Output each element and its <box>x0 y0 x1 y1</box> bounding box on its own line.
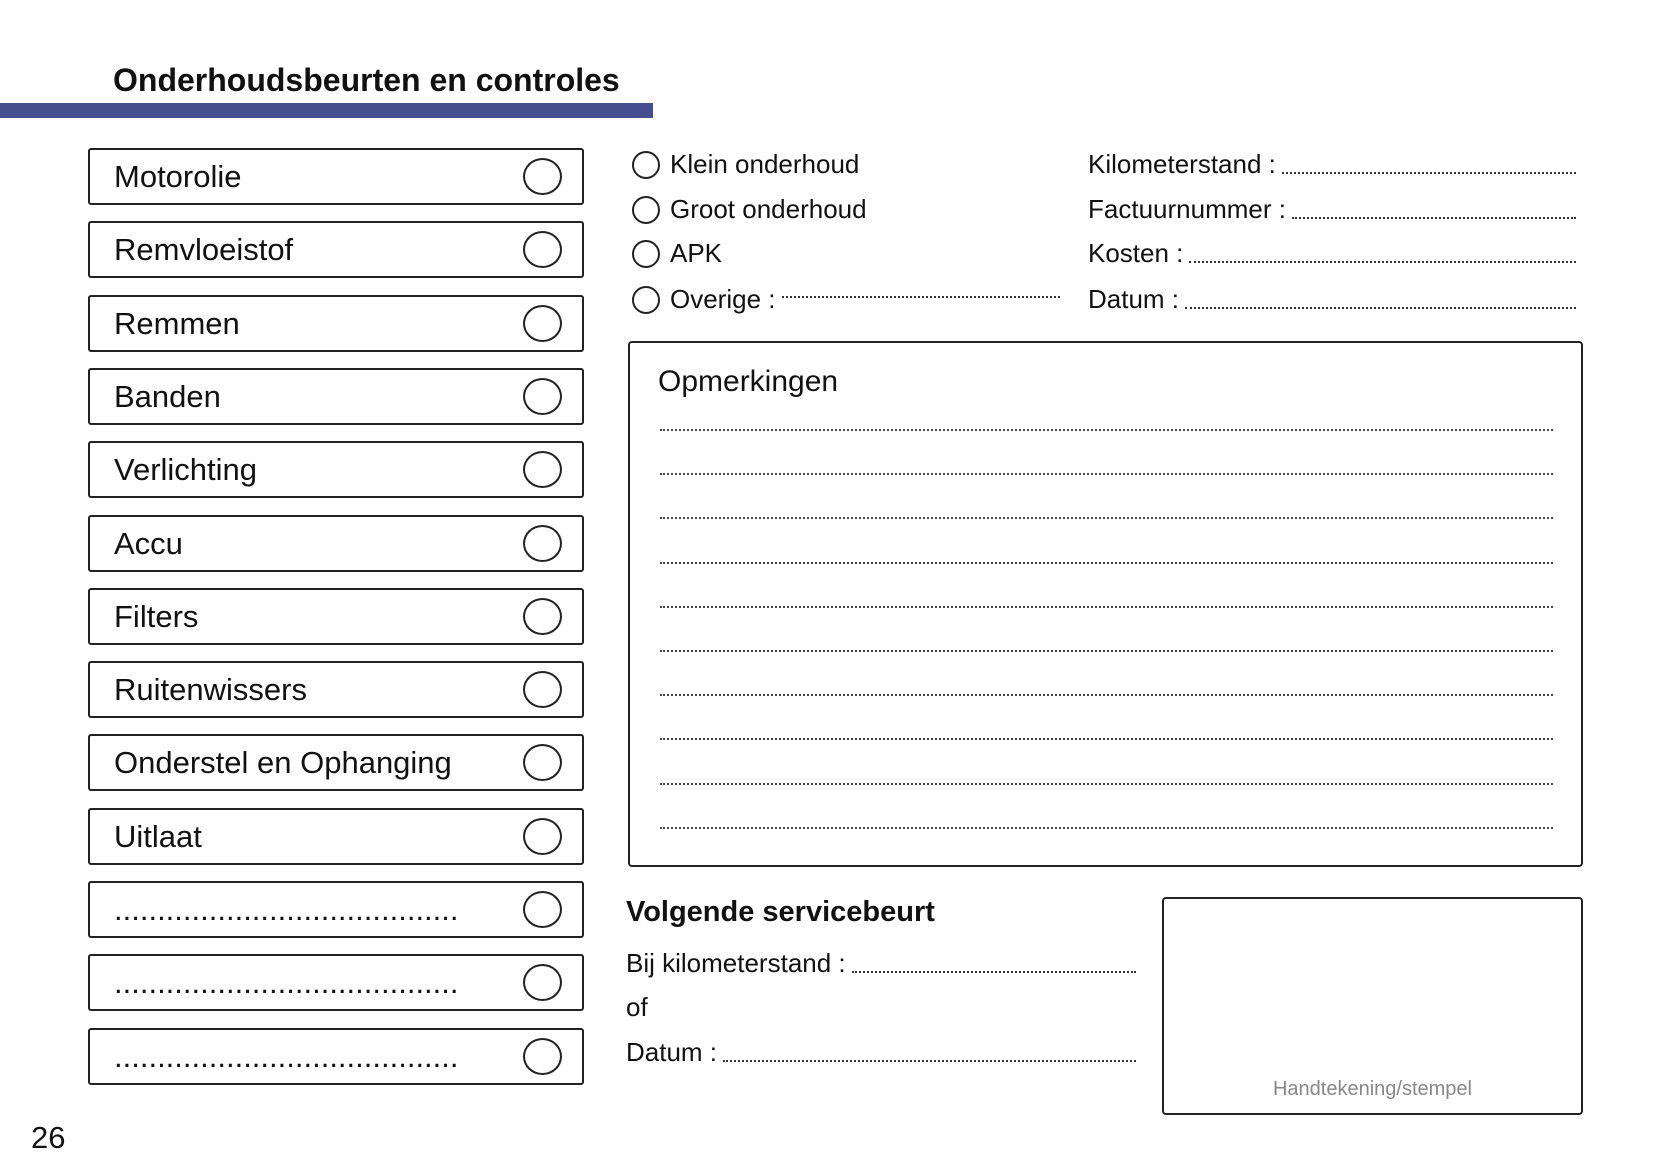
checklist-item-label: Motorolie <box>114 159 242 194</box>
or-text: of <box>626 992 648 1023</box>
dotted-line <box>1281 172 1576 174</box>
dotted-line <box>781 295 1060 298</box>
radio-circle-icon[interactable] <box>632 150 660 179</box>
checklist-item-label: ........................................ <box>114 892 459 927</box>
checkbox-circle-icon[interactable] <box>523 158 562 195</box>
checkbox-circle-icon[interactable] <box>523 1037 562 1075</box>
remarks-line[interactable] <box>660 561 1553 564</box>
service-type-option[interactable]: Overige : <box>632 284 1060 315</box>
checklist-item[interactable]: Motorolie <box>88 148 584 205</box>
checklist-item-label: Uitlaat <box>114 818 202 854</box>
or-label: of <box>626 992 648 1022</box>
detail-field[interactable]: Kosten : <box>1088 238 1576 269</box>
checklist-item-label: Remvloeistof <box>114 232 294 268</box>
checkbox-circle-icon[interactable] <box>523 817 562 855</box>
detail-field[interactable]: Kilometerstand : <box>1088 149 1576 180</box>
next-service-date-label: Datum : <box>626 1037 718 1067</box>
next-service-mileage-field[interactable]: Bij kilometerstand : <box>626 948 1136 979</box>
checkbox-circle-icon[interactable] <box>523 597 562 635</box>
stamp-label: Handtekening/stempel <box>1272 1078 1472 1100</box>
detail-label: Kosten : <box>1088 238 1184 268</box>
checklist-item[interactable]: Uitlaat <box>88 807 584 865</box>
service-type-option[interactable]: Groot onderhoud <box>632 194 867 225</box>
dotted-line <box>723 1060 1136 1062</box>
remarks-line[interactable] <box>660 694 1553 697</box>
dotted-line <box>851 971 1136 973</box>
remarks-line[interactable] <box>660 605 1553 608</box>
checkbox-circle-icon[interactable] <box>523 377 562 415</box>
checkbox-circle-icon[interactable] <box>523 891 562 928</box>
detail-field[interactable]: Datum : <box>1088 284 1576 315</box>
dotted-line <box>1185 307 1576 309</box>
checklist-item-label: Onderstel en Ophanging <box>114 745 452 781</box>
checklist-item[interactable]: Verlichting <box>88 441 584 499</box>
checklist-item[interactable]: ........................................ <box>88 954 584 1012</box>
checklist-item-label: Remmen <box>114 305 240 341</box>
remarks-title: Opmerkingen <box>658 365 839 398</box>
page-title: Onderhoudsbeurten en controles <box>113 62 620 98</box>
checklist-item-label: Filters <box>114 598 199 634</box>
remarks-line[interactable] <box>660 782 1553 785</box>
next-service-date-field[interactable]: Datum : <box>626 1037 1136 1068</box>
checklist-item-label: Accu <box>114 525 183 561</box>
remarks-line[interactable] <box>660 826 1553 829</box>
checklist-item-label: Ruitenwissers <box>114 672 307 708</box>
detail-label: Factuurnummer : <box>1088 194 1286 224</box>
checkbox-circle-icon[interactable] <box>523 671 562 709</box>
service-type-label: Klein onderhoud <box>670 149 860 179</box>
detail-field[interactable]: Factuurnummer : <box>1088 194 1576 225</box>
dotted-line <box>1291 217 1576 219</box>
checkbox-circle-icon[interactable] <box>523 964 562 1002</box>
checklist-item-label: ........................................ <box>114 965 459 1001</box>
dotted-line <box>1189 261 1576 263</box>
remarks-line[interactable] <box>660 650 1553 652</box>
next-service-title: Volgende servicebeurt <box>626 896 935 928</box>
service-type-label: APK <box>670 238 723 268</box>
checklist-item[interactable]: Ruitenwissers <box>88 661 584 719</box>
remarks-line[interactable] <box>660 738 1553 741</box>
checkbox-circle-icon[interactable] <box>523 524 562 562</box>
remarks-line[interactable] <box>660 473 1553 476</box>
next-service-mileage-label: Bij kilometerstand : <box>626 948 846 978</box>
checklist-item-label: Banden <box>114 378 221 414</box>
checklist-item[interactable]: Remvloeistof <box>88 221 584 279</box>
checkbox-circle-icon[interactable] <box>523 304 562 342</box>
service-type-label: Overige : <box>670 284 776 314</box>
remarks-line[interactable] <box>660 429 1553 431</box>
checklist-item[interactable]: Banden <box>88 367 584 425</box>
service-type-label: Groot onderhoud <box>670 194 867 224</box>
checklist-item[interactable]: Remmen <box>88 294 584 352</box>
remarks-box: Opmerkingen <box>628 341 1583 867</box>
checklist-item-label: ........................................ <box>114 1038 459 1074</box>
checkbox-circle-icon[interactable] <box>523 231 562 269</box>
checklist-item[interactable]: ........................................ <box>88 881 584 938</box>
page-number: 26 <box>31 1120 66 1155</box>
signature-stamp-box[interactable]: Handtekening/stempel <box>1162 897 1583 1115</box>
checklist-item[interactable]: Filters <box>88 587 584 645</box>
checkbox-circle-icon[interactable] <box>523 451 562 489</box>
checkbox-circle-icon[interactable] <box>523 744 562 782</box>
checklist-item[interactable]: Onderstel en Ophanging <box>88 734 584 792</box>
checklist-item[interactable]: Accu <box>88 514 584 572</box>
remarks-line[interactable] <box>660 517 1553 520</box>
checklist-item[interactable]: ........................................ <box>88 1027 584 1085</box>
title-underline-bar <box>0 103 653 118</box>
detail-label: Kilometerstand : <box>1088 149 1276 179</box>
radio-circle-icon[interactable] <box>632 239 660 268</box>
detail-label: Datum : <box>1088 284 1180 314</box>
radio-circle-icon[interactable] <box>632 285 660 314</box>
radio-circle-icon[interactable] <box>632 195 660 224</box>
service-type-option[interactable]: APK <box>632 238 722 269</box>
service-type-option[interactable]: Klein onderhoud <box>632 149 859 180</box>
checklist-item-label: Verlichting <box>114 452 258 488</box>
